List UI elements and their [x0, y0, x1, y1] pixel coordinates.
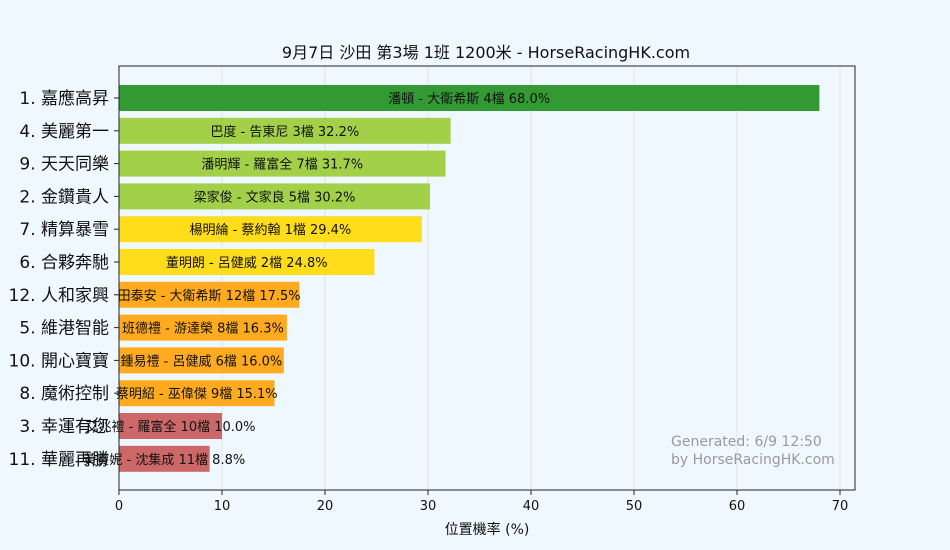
y-tick-label: 8. 魔術控制 [19, 384, 109, 404]
y-tick-label: 5. 維港智能 [19, 319, 109, 339]
bar [119, 117, 451, 144]
y-tick-label: 2. 金鑽貴人 [19, 187, 109, 207]
bar-data-label: 艾兆禮 - 羅富全 10檔 10.0% [85, 419, 255, 435]
plot-frame [118, 65, 856, 491]
y-tick-label: 4. 美麗第一 [19, 122, 109, 142]
bar-data-label: 蔡明紹 - 巫偉傑 9檔 15.1% [116, 387, 278, 402]
bar-data-label: 巴度 - 告東尼 3檔 32.2% [210, 124, 359, 140]
x-tick-label: 30 [420, 499, 437, 514]
y-tick-label: 3. 幸運有您 [19, 417, 109, 437]
bar-data-label: 潘明輝 - 羅富全 7檔 31.7% [201, 157, 363, 173]
bar-data-label: 董明朗 - 呂健威 2檔 24.8% [166, 256, 328, 271]
y-tick-label: 6. 合夥奔馳 [19, 253, 109, 273]
y-tick-label: 7. 精算暴雪 [19, 220, 109, 240]
bar [119, 183, 431, 210]
bar-data-label: 黃寶妮 - 沈集成 11檔 8.8% [83, 452, 245, 468]
x-tick-label: 10 [214, 499, 231, 514]
bar [119, 85, 820, 111]
x-tick-label: 70 [832, 499, 849, 514]
x-tick-label: 60 [729, 499, 746, 514]
bar-data-label: 潘頓 - 大衛希斯 4檔 68.0% [388, 92, 550, 107]
x-tick-label: 50 [626, 499, 643, 514]
bar-data-label: 班德禮 - 游達榮 8檔 16.3% [122, 322, 284, 337]
y-tick-label: 9. 天天同樂 [19, 155, 109, 175]
x-tick-label: 0 [115, 499, 123, 514]
annotation-source: by HorseRacingHK.com [671, 452, 835, 468]
y-tick-label: 11. 華麗再勝 [9, 450, 109, 470]
chart-title: 9月7日 沙田 第3場 1班 1200米 - HorseRacingHK.com [282, 43, 690, 62]
y-tick-label: 10. 開心寶寶 [9, 350, 109, 371]
bar [119, 150, 446, 177]
x-tick-label: 40 [523, 499, 540, 514]
y-tick-labels: 1. 嘉應高昇 4. 美麗第一 9. 天天同樂 2. 金鑽貴人 7. 精算暴雪 6. 合夥… [9, 88, 119, 470]
y-tick-label: 12. 人和家興 [9, 286, 109, 306]
bar [119, 445, 210, 472]
x-tick-label: 20 [317, 499, 334, 514]
bars-group [119, 85, 820, 472]
bar [119, 380, 275, 407]
bar [119, 413, 222, 439]
bar-data-label: 鍾易禮 - 呂健威 6檔 16.0% [121, 354, 283, 369]
annotation-generated: Generated: 6/9 12:50 [671, 434, 822, 450]
bar [119, 281, 300, 308]
bar-labels-group: 潘頓 - 大衛希斯 4檔 68.0% 巴度 - 告東尼 3檔 32.2% 潘明輝 -… [83, 92, 550, 468]
bar-data-label: 楊明綸 - 蔡約翰 1檔 29.4% [190, 222, 352, 238]
bar-data-label: 田泰安 - 大衛希斯 12檔 17.5% [118, 289, 301, 304]
bar-data-label: 梁家俊 - 文家良 5檔 30.2% [194, 189, 356, 205]
x-axis-label: 位置機率 (%) [445, 521, 530, 538]
bar [119, 314, 287, 341]
x-tick-group: 0 10 20 30 40 50 60 70 [115, 490, 848, 514]
bar [119, 249, 375, 275]
bar [119, 216, 422, 243]
bar [119, 347, 284, 374]
y-tick-label: 1. 嘉應高昇 [19, 88, 109, 109]
